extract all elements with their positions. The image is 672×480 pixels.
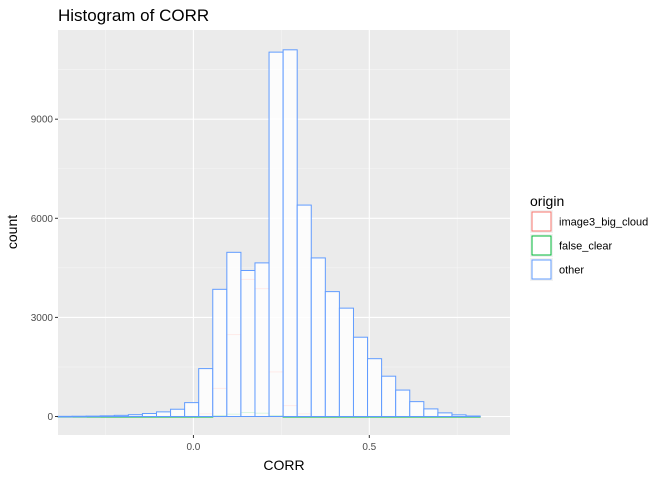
bar-other bbox=[423, 408, 439, 418]
x-tick-label: 0.0 bbox=[186, 442, 200, 453]
legend-label-false-clear: false_clear bbox=[559, 241, 613, 253]
bar-other bbox=[198, 368, 214, 418]
bar-other bbox=[324, 291, 340, 418]
bar-other bbox=[99, 415, 115, 418]
y-tick-label: 6000 bbox=[31, 214, 54, 225]
bar-other bbox=[409, 401, 425, 418]
bar-other bbox=[141, 413, 157, 418]
bar-other bbox=[226, 251, 242, 418]
bar-other bbox=[451, 414, 467, 418]
bar-other bbox=[352, 336, 369, 418]
bar-other bbox=[437, 412, 453, 418]
bar-other bbox=[465, 415, 481, 418]
legend-label-image3-big-cloud: image3_big_cloud bbox=[559, 217, 648, 229]
bar-other bbox=[282, 49, 298, 418]
bar-other bbox=[254, 262, 270, 418]
legend-key-other bbox=[531, 259, 552, 280]
legend-key-false-clear bbox=[531, 235, 552, 256]
y-tick-label: 9000 bbox=[31, 115, 54, 126]
x-axis: 0.0 0.5 bbox=[186, 435, 377, 453]
y-axis-title: count bbox=[4, 215, 20, 249]
bar-other bbox=[296, 204, 312, 418]
bar-other bbox=[113, 414, 129, 418]
bar-other bbox=[240, 269, 256, 418]
y-tick-label: 0 bbox=[47, 412, 53, 423]
bar-other bbox=[57, 415, 73, 418]
bar-other bbox=[395, 389, 411, 418]
bar-other bbox=[268, 51, 284, 418]
bar-other bbox=[71, 415, 87, 418]
bars bbox=[57, 49, 481, 418]
x-tick-label: 0.5 bbox=[362, 442, 376, 453]
y-axis: 0 3000 6000 9000 bbox=[31, 115, 58, 423]
bar-other bbox=[155, 411, 172, 418]
legend-key-image3-big-cloud bbox=[531, 211, 552, 232]
chart-title: Histogram of CORR bbox=[58, 6, 209, 25]
legend-label-other: other bbox=[559, 265, 584, 277]
bar-other bbox=[338, 307, 354, 418]
bar-other bbox=[127, 414, 143, 418]
bar-other bbox=[310, 257, 326, 418]
bar-other bbox=[184, 402, 200, 418]
bar-other bbox=[85, 415, 101, 418]
bar-other bbox=[170, 408, 186, 418]
bar-other bbox=[367, 358, 383, 418]
legend-title: origin bbox=[530, 193, 564, 209]
x-axis-title: CORR bbox=[263, 457, 304, 473]
bar-other bbox=[381, 375, 397, 418]
bar-other bbox=[212, 288, 228, 418]
y-tick-label: 3000 bbox=[31, 313, 54, 324]
